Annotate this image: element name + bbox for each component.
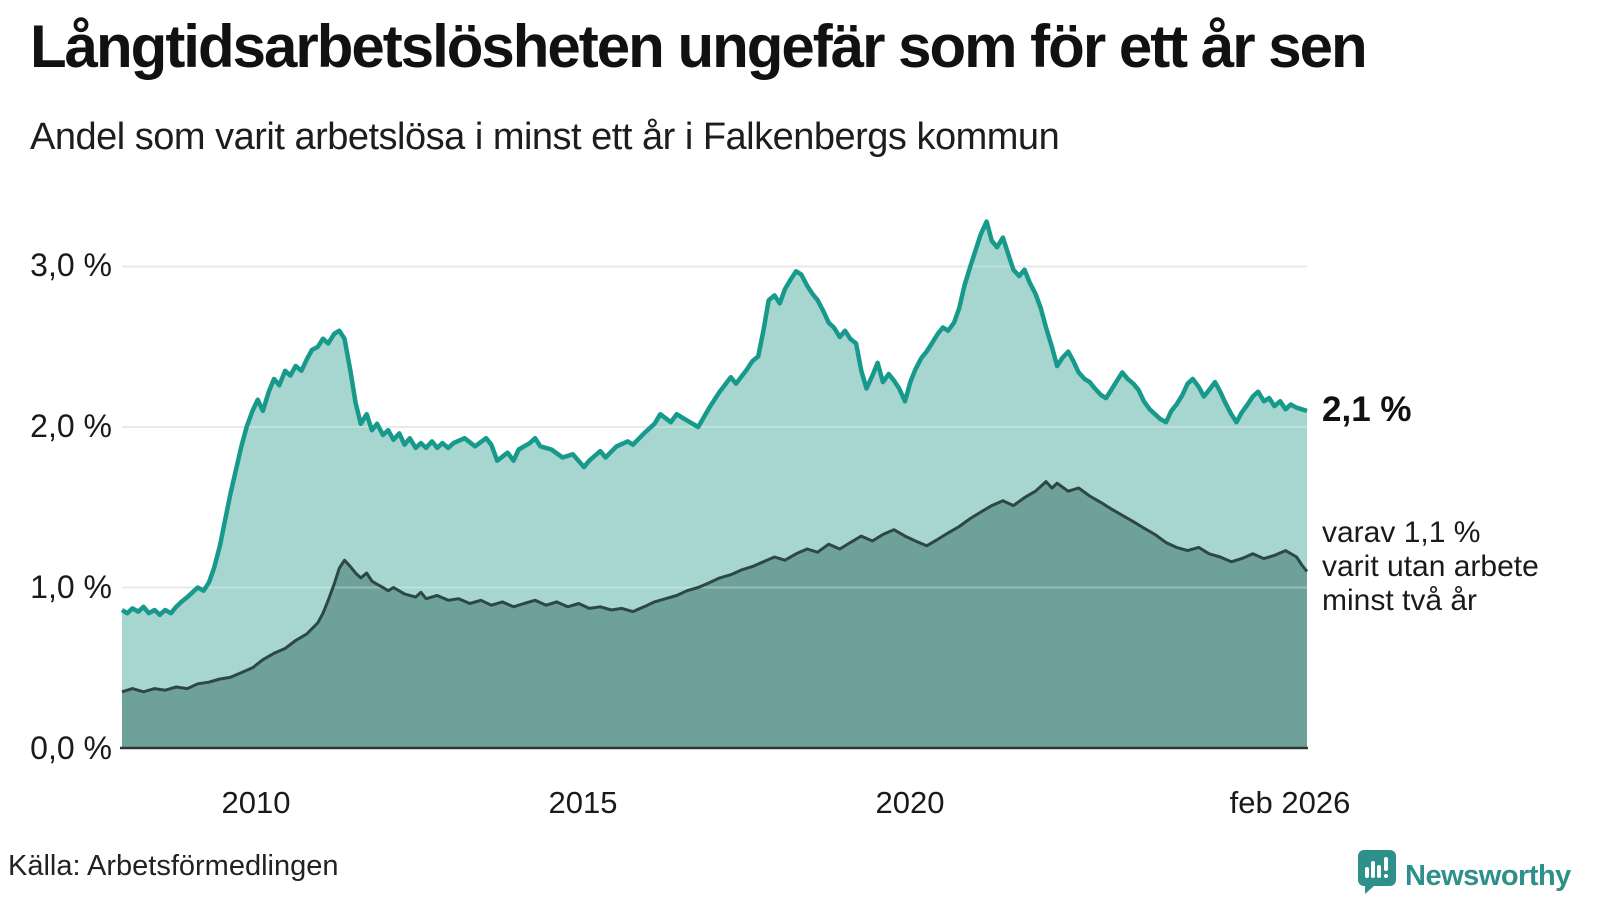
- series-two-years-fill: [122, 481, 1307, 748]
- secondary-value-annotation: varav 1,1 % varit utan arbete minst två …: [1322, 516, 1539, 618]
- annotation-line-2: varit utan arbete: [1322, 550, 1539, 583]
- gridlines-overlay: [122, 265, 1307, 589]
- x-tick-2015: 2015: [548, 785, 618, 820]
- x-tick-2010: 2010: [221, 785, 291, 820]
- chart-subtitle: Andel som varit arbetslösa i minst ett å…: [30, 116, 1060, 158]
- annotation-line-3: minst två år: [1322, 584, 1478, 617]
- last-value-label: 2,1 %: [1322, 390, 1412, 429]
- y-tick-0: 0,0 %: [30, 730, 112, 766]
- x-tick-2020: 2020: [875, 785, 945, 820]
- source-note: Källa: Arbetsförmedlingen: [8, 850, 339, 882]
- page-title: Långtidsarbetslösheten ungefär som för e…: [30, 13, 1368, 80]
- series-total-line: [120, 219, 1308, 618]
- x-tick-feb-2026: feb 2026: [1229, 785, 1351, 820]
- series-two-years-line: [121, 480, 1309, 694]
- y-tick-2: 2,0 %: [30, 408, 112, 444]
- y-tick-1: 1,0 %: [30, 569, 112, 605]
- newsworthy-logo-text: Newsworthy: [1405, 860, 1571, 892]
- newsworthy-logo-icon: [1358, 850, 1396, 894]
- y-tick-3: 3,0 %: [30, 247, 112, 283]
- newsworthy-brand: Newsworthy: [1358, 850, 1571, 894]
- annotation-line-1: varav 1,1 %: [1322, 516, 1481, 549]
